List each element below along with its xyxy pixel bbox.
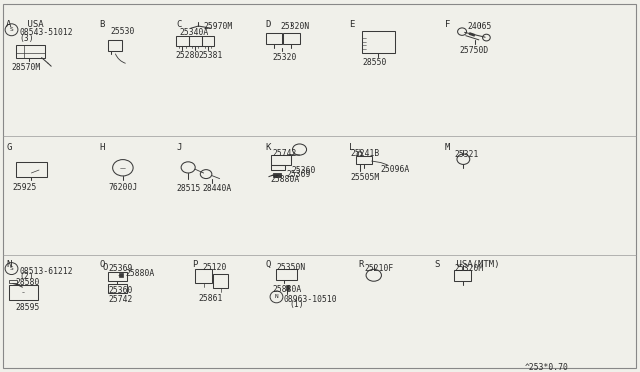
Bar bbox=[9, 280, 17, 283]
Text: B: B bbox=[99, 20, 104, 29]
Text: 25369: 25369 bbox=[109, 264, 133, 273]
Text: 25369: 25369 bbox=[286, 170, 310, 179]
Bar bbox=[9, 285, 38, 300]
Text: 25505M: 25505M bbox=[351, 173, 380, 182]
Text: 25742: 25742 bbox=[272, 149, 296, 158]
Text: L: L bbox=[349, 143, 354, 152]
Bar bbox=[213, 274, 228, 288]
Text: 25880A: 25880A bbox=[270, 175, 300, 184]
Bar bbox=[276, 269, 297, 280]
Text: S: S bbox=[10, 266, 13, 271]
Bar bbox=[362, 31, 395, 53]
Text: S: S bbox=[10, 27, 13, 32]
Text: 25241B: 25241B bbox=[351, 149, 380, 158]
Bar bbox=[108, 40, 122, 51]
Bar bbox=[108, 284, 127, 293]
Bar bbox=[271, 165, 285, 170]
Text: 25320M: 25320M bbox=[454, 264, 484, 273]
Bar bbox=[195, 269, 212, 283]
Text: 24065: 24065 bbox=[467, 22, 492, 31]
Text: 25321: 25321 bbox=[454, 150, 479, 158]
Text: 25970M: 25970M bbox=[204, 22, 233, 31]
Bar bbox=[16, 162, 47, 177]
Text: 28440A: 28440A bbox=[202, 184, 232, 193]
Text: 25925: 25925 bbox=[13, 183, 37, 192]
Bar bbox=[266, 33, 282, 44]
Bar bbox=[176, 36, 189, 46]
Bar bbox=[16, 45, 45, 58]
Text: E: E bbox=[349, 20, 354, 29]
Text: 25340A: 25340A bbox=[180, 28, 209, 37]
Text: 25320: 25320 bbox=[273, 53, 297, 62]
Bar bbox=[202, 36, 214, 46]
Bar bbox=[119, 273, 123, 277]
Text: A   USA: A USA bbox=[6, 20, 44, 29]
Text: 25320N: 25320N bbox=[280, 22, 310, 31]
Text: S   USA(MTM): S USA(MTM) bbox=[435, 260, 500, 269]
Text: 76200J: 76200J bbox=[109, 183, 138, 192]
Text: (1): (1) bbox=[289, 300, 304, 309]
Text: J: J bbox=[176, 143, 181, 152]
Text: O: O bbox=[102, 263, 108, 272]
Text: 28580: 28580 bbox=[15, 278, 40, 287]
Text: O: O bbox=[99, 260, 104, 269]
Text: 25120: 25120 bbox=[202, 263, 227, 272]
Text: (3): (3) bbox=[19, 34, 34, 43]
Text: 08543-51012: 08543-51012 bbox=[19, 28, 73, 37]
Text: 25381: 25381 bbox=[198, 51, 223, 60]
Bar bbox=[108, 272, 127, 281]
Text: M: M bbox=[445, 143, 450, 152]
Text: N: N bbox=[6, 260, 12, 269]
Bar bbox=[286, 285, 289, 290]
Text: 28570M: 28570M bbox=[12, 63, 41, 72]
Text: 25742: 25742 bbox=[109, 295, 133, 304]
Text: 28550: 28550 bbox=[362, 58, 387, 67]
Text: 25280: 25280 bbox=[175, 51, 200, 60]
Text: N: N bbox=[275, 294, 278, 299]
Text: 25861: 25861 bbox=[198, 294, 223, 303]
Text: 25360: 25360 bbox=[109, 286, 133, 295]
Text: 25750D: 25750D bbox=[460, 46, 489, 55]
Text: 25880A: 25880A bbox=[272, 285, 301, 294]
Bar bbox=[273, 173, 281, 177]
Text: ^253*0.70: ^253*0.70 bbox=[525, 363, 569, 372]
Text: 25880A: 25880A bbox=[125, 269, 155, 278]
Text: F: F bbox=[445, 20, 450, 29]
Bar bbox=[271, 155, 291, 165]
Bar bbox=[454, 270, 471, 281]
Text: 08513-61212: 08513-61212 bbox=[19, 267, 73, 276]
Bar bbox=[356, 156, 372, 164]
Text: 25210F: 25210F bbox=[365, 264, 394, 273]
Text: Q: Q bbox=[266, 260, 271, 269]
Text: 25530: 25530 bbox=[110, 27, 134, 36]
Text: D: D bbox=[266, 20, 271, 29]
Text: K: K bbox=[266, 143, 271, 152]
Text: R: R bbox=[358, 260, 364, 269]
Text: P: P bbox=[192, 260, 197, 269]
Text: 28595: 28595 bbox=[15, 303, 40, 312]
Bar bbox=[283, 33, 300, 44]
Text: 25096A: 25096A bbox=[380, 165, 410, 174]
Text: H: H bbox=[99, 143, 104, 152]
Bar bbox=[189, 36, 202, 46]
Text: 28515: 28515 bbox=[177, 184, 201, 193]
Text: (2): (2) bbox=[19, 272, 34, 281]
Text: C: C bbox=[176, 20, 181, 29]
Text: G: G bbox=[6, 143, 12, 152]
Text: 25360: 25360 bbox=[292, 166, 316, 175]
Text: 08963-10510: 08963-10510 bbox=[284, 295, 337, 304]
Text: 25350N: 25350N bbox=[276, 263, 306, 272]
